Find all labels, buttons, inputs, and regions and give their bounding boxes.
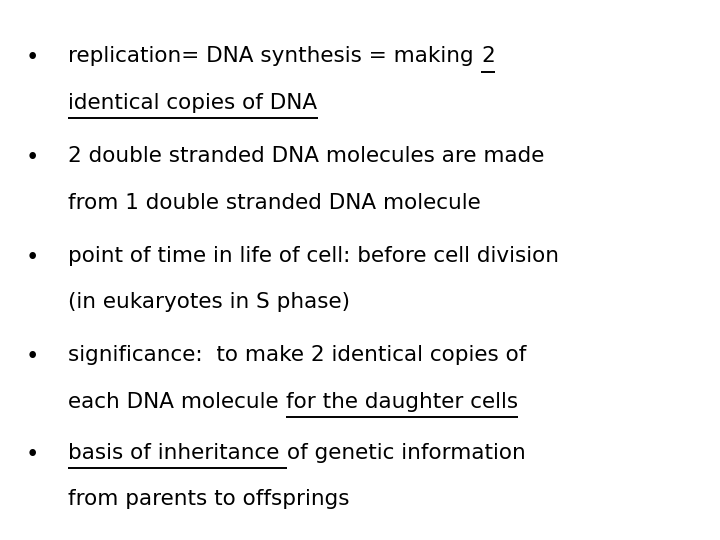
- Text: of genetic information: of genetic information: [287, 443, 526, 463]
- Text: •: •: [26, 246, 39, 269]
- Text: point of time in life of cell: before cell division: point of time in life of cell: before ce…: [68, 246, 559, 266]
- Text: from 1 double stranded DNA molecule: from 1 double stranded DNA molecule: [68, 193, 481, 213]
- Text: basis of inheritance: basis of inheritance: [68, 443, 287, 463]
- Text: 2: 2: [481, 46, 495, 66]
- Text: 2 double stranded DNA molecules are made: 2 double stranded DNA molecules are made: [68, 146, 545, 166]
- Text: significance:  to make 2 identical copies of: significance: to make 2 identical copies…: [68, 345, 527, 365]
- Text: •: •: [26, 345, 39, 368]
- Text: (in eukaryotes in S phase): (in eukaryotes in S phase): [68, 292, 351, 312]
- Text: from parents to offsprings: from parents to offsprings: [68, 489, 350, 509]
- Text: •: •: [26, 443, 39, 465]
- Text: for the daughter cells: for the daughter cells: [286, 392, 518, 411]
- Text: replication= DNA synthesis = making: replication= DNA synthesis = making: [68, 46, 481, 66]
- Text: each DNA molecule: each DNA molecule: [68, 392, 286, 411]
- Text: •: •: [26, 46, 39, 70]
- Text: identical copies of DNA: identical copies of DNA: [68, 93, 318, 113]
- Text: •: •: [26, 146, 39, 169]
